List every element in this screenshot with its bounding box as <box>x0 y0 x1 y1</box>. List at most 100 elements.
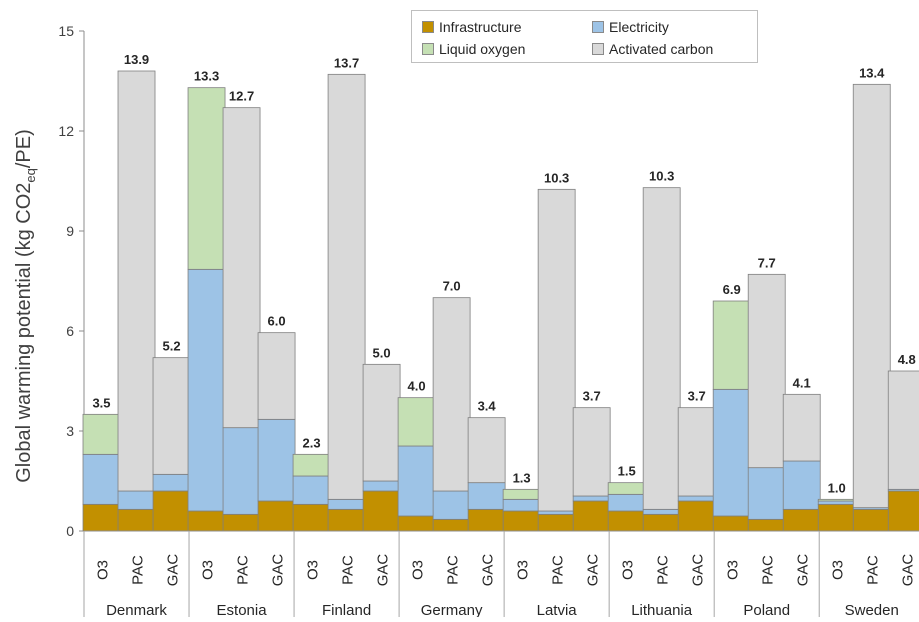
bar-segment-electricity <box>187 268 226 512</box>
bar-segment-activated-carbon <box>327 73 366 500</box>
bar-segment-infrastructure <box>362 490 401 532</box>
bar-total-label: 4.8 <box>898 352 916 367</box>
method-tick-label: O3 <box>725 560 742 580</box>
bar-segment-activated-carbon <box>642 187 681 510</box>
y-tick-label: 9 <box>66 223 74 239</box>
country-label-poland: Poland <box>743 602 790 617</box>
legend-label-liquid-oxygen: Liquid oxygen <box>439 41 526 57</box>
bar-segment-electricity <box>152 473 191 492</box>
bar-segment-infrastructure <box>467 508 506 532</box>
legend-swatch-liquid-oxygen <box>422 43 434 55</box>
bar-total-label: 13.7 <box>334 55 359 70</box>
bar-segment-infrastructure <box>852 508 891 532</box>
method-tick-label: O3 <box>410 560 427 580</box>
legend: Infrastructure Electricity Liquid oxygen… <box>411 10 758 63</box>
country-label-lithuania: Lithuania <box>631 602 693 617</box>
bar-segment-liquid-oxygen <box>82 413 121 455</box>
bar-segment-electricity <box>712 388 751 517</box>
method-tick-label: GAC <box>585 554 602 587</box>
method-tick-label: O3 <box>95 560 112 580</box>
bar-segment-activated-carbon <box>362 363 401 482</box>
bar-segment-infrastructure <box>887 490 919 532</box>
y-axis-title-tail: /PE) <box>13 129 35 168</box>
method-tick-label: O3 <box>830 560 847 580</box>
method-tick-label: PAC <box>550 555 567 585</box>
method-tick-label: PAC <box>865 555 882 585</box>
bar-segment-infrastructure <box>187 510 226 532</box>
bar-total-label: 6.0 <box>268 314 286 329</box>
bars-group: 3.5 13.9 5.2 13.3 12.7 6.0 2.3 13.7 5.0 4.0 7.0 3.4… <box>82 52 919 532</box>
method-tick-label: GAC <box>480 554 497 587</box>
bar-segment-infrastructure <box>117 508 156 532</box>
method-tick-label: PAC <box>760 555 777 585</box>
bar-segment-infrastructure <box>502 510 541 532</box>
bar-segment-activated-carbon <box>572 407 611 497</box>
bar-segment-infrastructure <box>257 500 296 532</box>
method-tick-label: PAC <box>235 555 252 585</box>
bar-segment-infrastructure <box>747 518 786 532</box>
bar-total-label: 3.7 <box>688 389 706 404</box>
y-axis-title-subscript: eq <box>23 168 38 182</box>
country-label-finland: Finland <box>322 602 371 617</box>
bar-total-label: 7.0 <box>443 279 461 294</box>
y-tick-label: 3 <box>66 423 74 439</box>
y-axis-title-main: Global warming potential (kg CO2 <box>13 183 35 483</box>
bar-segment-infrastructure <box>397 515 436 532</box>
method-tick-label: O3 <box>515 560 532 580</box>
bar-total-label: 6.9 <box>723 282 741 297</box>
bar-segment-liquid-oxygen <box>607 482 646 495</box>
bar-segment-infrastructure <box>327 508 366 532</box>
y-axis: 0 3 6 9 12 15 <box>58 23 85 539</box>
legend-swatch-activated-carbon <box>592 43 604 55</box>
bar-segment-infrastructure <box>572 500 611 532</box>
country-label-latvia: Latvia <box>537 602 578 617</box>
bar-segment-electricity <box>677 495 716 502</box>
y-tick-label: 12 <box>58 123 74 139</box>
bar-segment-electricity <box>257 418 296 502</box>
bar-segment-infrastructure <box>152 490 191 532</box>
legend-label-infrastructure: Infrastructure <box>439 19 522 35</box>
bar-segment-activated-carbon <box>467 417 506 484</box>
bar-total-label: 2.3 <box>303 435 321 450</box>
bar-segment-infrastructure <box>222 513 261 532</box>
bar-segment-activated-carbon <box>152 357 191 475</box>
bar-segment-electricity <box>397 445 436 517</box>
bar-segment-electricity <box>432 490 471 520</box>
bar-total-label: 5.2 <box>162 339 180 354</box>
bar-segment-liquid-oxygen <box>712 300 751 390</box>
bar-total-label: 1.5 <box>618 464 636 479</box>
bar-segment-electricity <box>607 493 646 512</box>
bar-segment-activated-carbon <box>747 273 786 469</box>
bar-segment-infrastructure <box>712 515 751 532</box>
bar-total-label: 13.3 <box>194 69 219 84</box>
legend-label-activated-carbon: Activated carbon <box>609 41 714 57</box>
legend-label-electricity: Electricity <box>609 19 669 35</box>
bar-total-label: 1.3 <box>513 470 531 485</box>
bar-segment-electricity <box>222 427 261 515</box>
bar-segment-infrastructure <box>782 508 821 532</box>
bar-segment-infrastructure <box>292 503 331 532</box>
y-tick-label: 15 <box>58 23 74 39</box>
bar-segment-electricity <box>292 475 331 505</box>
legend-swatch-infrastructure <box>422 21 434 33</box>
bar-segment-infrastructure <box>607 510 646 532</box>
bar-total-label: 4.1 <box>793 375 811 390</box>
country-label-estonia: Estonia <box>217 602 268 617</box>
method-tick-label: GAC <box>375 554 392 587</box>
bar-segment-electricity <box>642 508 681 515</box>
bar-segment-electricity <box>327 498 366 510</box>
bar-segment-activated-carbon <box>677 407 716 497</box>
y-tick-label: 0 <box>66 523 74 539</box>
bar-segment-liquid-oxygen <box>187 87 226 270</box>
bar-total-label: 13.9 <box>124 52 149 67</box>
bar-segment-electricity <box>467 482 506 510</box>
bar-total-label: 4.0 <box>408 379 426 394</box>
bar-segment-activated-carbon <box>117 70 156 492</box>
bar-segment-activated-carbon <box>222 107 261 429</box>
bar-total-label: 3.5 <box>92 395 110 410</box>
method-tick-label: PAC <box>130 555 147 585</box>
bar-segment-infrastructure <box>537 513 576 532</box>
